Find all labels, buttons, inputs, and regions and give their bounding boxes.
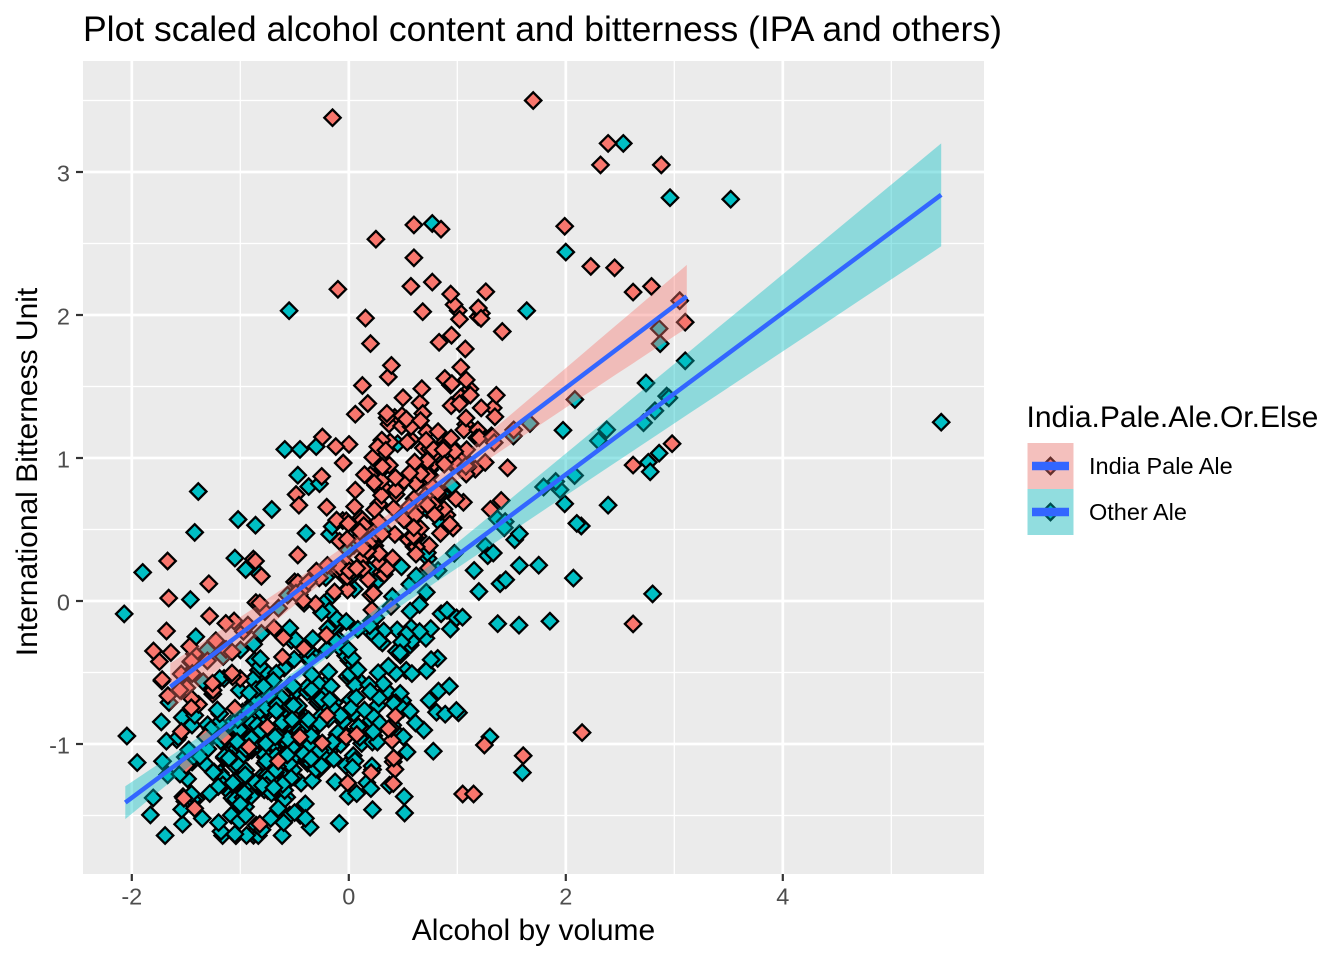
svg-text:-1: -1 [49, 733, 70, 759]
svg-text:1: 1 [57, 447, 70, 473]
svg-text:0: 0 [342, 884, 355, 910]
svg-text:International Bitterness Unit: International Bitterness Unit [11, 287, 44, 656]
svg-text:4: 4 [776, 884, 789, 910]
svg-text:Other Ale: Other Ale [1089, 499, 1187, 525]
svg-text:3: 3 [57, 161, 70, 187]
svg-text:India.Pale.Ale.Or.Else: India.Pale.Ale.Or.Else [1027, 401, 1319, 434]
svg-text:2: 2 [57, 304, 70, 330]
svg-text:Alcohol by volume: Alcohol by volume [412, 914, 655, 947]
svg-text:Plot scaled alcohol content an: Plot scaled alcohol content and bitterne… [83, 9, 1002, 49]
svg-text:-2: -2 [121, 884, 142, 910]
svg-text:India Pale Ale: India Pale Ale [1089, 453, 1233, 479]
svg-text:0: 0 [57, 590, 70, 616]
svg-text:2: 2 [559, 884, 572, 910]
